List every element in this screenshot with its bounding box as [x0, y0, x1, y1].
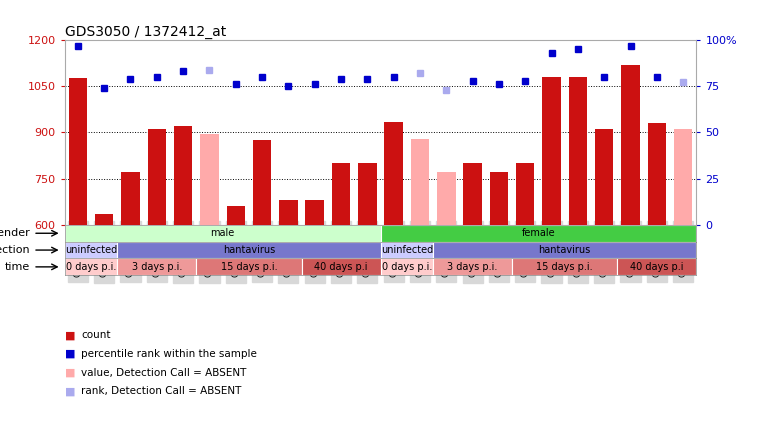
Bar: [437, 172, 456, 225]
Bar: [253, 140, 271, 225]
Text: hantavirus: hantavirus: [539, 245, 591, 255]
Bar: [279, 200, 298, 225]
Bar: [543, 77, 561, 225]
Bar: [174, 126, 193, 225]
Bar: [148, 129, 166, 225]
Bar: [568, 77, 587, 225]
Bar: [433, 258, 512, 275]
Bar: [121, 172, 140, 225]
Bar: [516, 163, 534, 225]
Bar: [621, 65, 640, 225]
Bar: [463, 163, 482, 225]
Text: 3 days p.i.: 3 days p.i.: [132, 262, 182, 272]
Bar: [200, 134, 218, 225]
Bar: [380, 242, 433, 258]
Text: 0 days p.i.: 0 days p.i.: [381, 262, 432, 272]
Text: male: male: [211, 228, 234, 238]
Text: 40 days p.i: 40 days p.i: [630, 262, 683, 272]
Text: GDS3050 / 1372412_at: GDS3050 / 1372412_at: [65, 25, 226, 39]
Bar: [332, 163, 350, 225]
Bar: [117, 258, 196, 275]
Bar: [380, 225, 696, 242]
Bar: [301, 258, 380, 275]
Bar: [648, 123, 666, 225]
Bar: [358, 163, 377, 225]
Text: ■: ■: [65, 349, 75, 359]
Text: uninfected: uninfected: [380, 245, 433, 255]
Bar: [411, 139, 429, 225]
Text: time: time: [5, 262, 30, 272]
Bar: [227, 206, 245, 225]
Text: 15 days p.i.: 15 days p.i.: [537, 262, 593, 272]
Text: ■: ■: [65, 330, 75, 340]
Text: uninfected: uninfected: [65, 245, 117, 255]
Text: 3 days p.i.: 3 days p.i.: [447, 262, 498, 272]
Text: ■: ■: [65, 368, 75, 377]
Text: ■: ■: [65, 386, 75, 396]
Bar: [196, 258, 301, 275]
Bar: [617, 258, 696, 275]
Text: 0 days p.i.: 0 days p.i.: [65, 262, 116, 272]
Text: rank, Detection Call = ABSENT: rank, Detection Call = ABSENT: [81, 386, 242, 396]
Bar: [95, 214, 113, 225]
Bar: [674, 129, 693, 225]
Text: gender: gender: [0, 228, 30, 238]
Text: 40 days p.i: 40 days p.i: [314, 262, 368, 272]
Text: 15 days p.i.: 15 days p.i.: [221, 262, 277, 272]
Bar: [433, 242, 696, 258]
Bar: [380, 258, 433, 275]
Bar: [117, 242, 380, 258]
Bar: [65, 242, 117, 258]
Bar: [512, 258, 617, 275]
Bar: [490, 172, 508, 225]
Text: value, Detection Call = ABSENT: value, Detection Call = ABSENT: [81, 368, 247, 377]
Text: hantavirus: hantavirus: [223, 245, 275, 255]
Text: female: female: [521, 228, 556, 238]
Text: count: count: [81, 330, 111, 340]
Text: infection: infection: [0, 245, 30, 255]
Bar: [68, 79, 87, 225]
Bar: [595, 129, 613, 225]
Bar: [384, 122, 403, 225]
Bar: [65, 225, 380, 242]
Bar: [305, 200, 324, 225]
Text: percentile rank within the sample: percentile rank within the sample: [81, 349, 257, 359]
Bar: [65, 258, 117, 275]
